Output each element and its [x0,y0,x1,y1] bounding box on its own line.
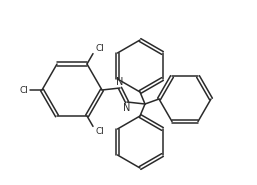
Text: Cl: Cl [95,44,104,53]
Text: N: N [123,103,131,113]
Text: Cl: Cl [95,127,104,136]
Text: Cl: Cl [19,85,28,95]
Text: N: N [116,77,124,87]
